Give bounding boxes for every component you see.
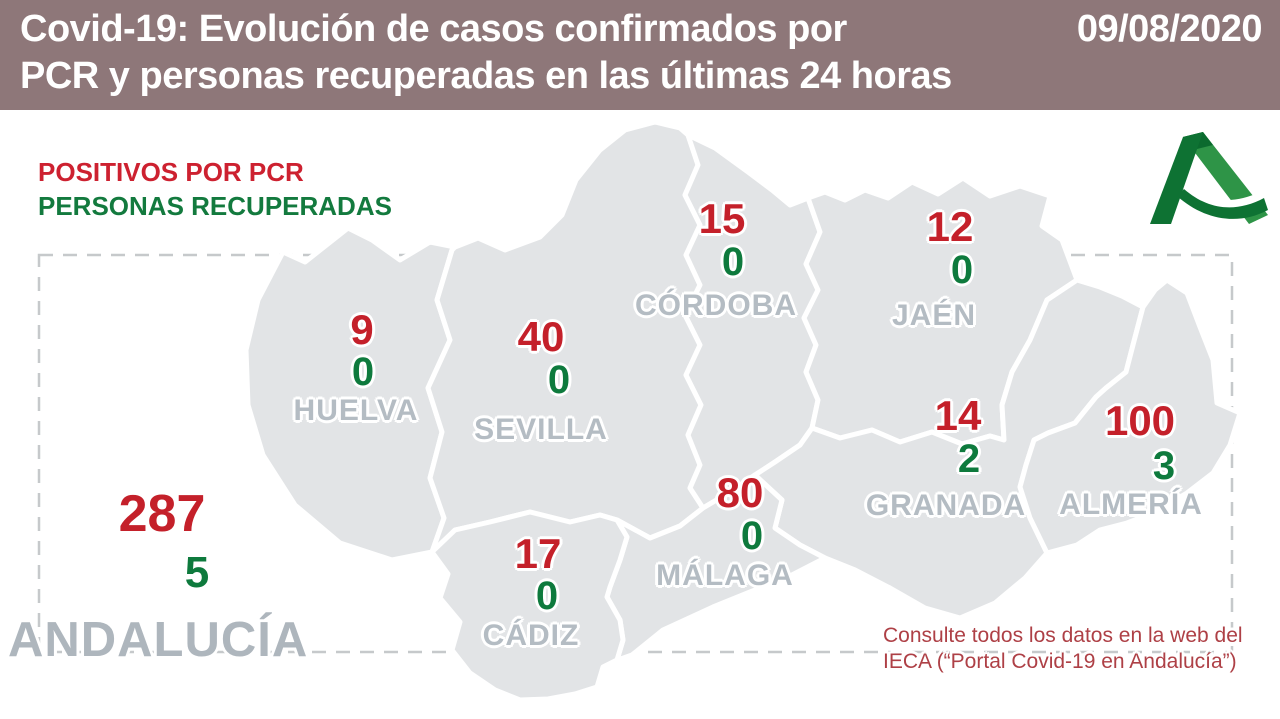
page-title-line1: Covid-19: Evolución de casos confirmados…: [20, 8, 847, 50]
legend: POSITIVOS POR PCR PERSONAS RECUPERADAS: [38, 155, 392, 223]
total-recovered-value: 5: [184, 548, 210, 597]
province-label: HUELVA: [293, 394, 419, 427]
region-name-label: ANDALUCÍA: [8, 613, 309, 667]
positives-value: 17: [514, 530, 562, 577]
page-title: Covid-19: Evolución de casos confirmados…: [20, 6, 952, 100]
province-shape-sevilla: [425, 119, 706, 555]
recovered-value: 0: [721, 240, 745, 284]
legend-recovered-label: PERSONAS RECUPERADAS: [38, 191, 392, 221]
recovered-value: 0: [547, 358, 571, 402]
recovered-value: 2: [957, 437, 981, 481]
province-shape-cadiz: [429, 509, 630, 703]
total-positives-value: 287: [118, 485, 206, 543]
province-label: GRANADA: [865, 489, 1027, 522]
province-label: CÓRDOBA: [635, 289, 797, 322]
positives-value: 14: [934, 392, 982, 439]
province-label: CÁDIZ: [482, 619, 580, 652]
header-bar: Covid-19: Evolución de casos confirmados…: [0, 0, 1280, 110]
recovered-value: 3: [1152, 444, 1176, 488]
positives-value: 15: [698, 195, 746, 242]
positives-value: 80: [716, 469, 764, 516]
recovered-value: 0: [950, 248, 974, 292]
province-label: SEVILLA: [474, 413, 608, 446]
province-label: ALMERÍA: [1059, 488, 1203, 521]
positives-value: 9: [350, 306, 374, 353]
recovered-value: 0: [351, 350, 375, 394]
page-title-line2: PCR y personas recuperadas en las última…: [20, 55, 952, 97]
junta-de-andalucia-logo: [1150, 132, 1268, 229]
report-date: 09/08/2020: [1076, 8, 1263, 50]
province-shape-almeria: [1017, 277, 1243, 556]
recovered-value: 0: [740, 514, 764, 558]
footnote: Consulte todos los datos en la web del I…: [883, 623, 1243, 675]
positives-value: 40: [517, 313, 565, 360]
footnote-line1: Consulte todos los datos en la web del: [883, 624, 1243, 647]
footnote-line2: IECA (“Portal Covid-19 en Andalucía”): [883, 650, 1237, 673]
positives-value: 100: [1104, 397, 1176, 444]
province-label: MÁLAGA: [656, 559, 794, 592]
recovered-value: 0: [535, 574, 559, 618]
logo-a-icon: [1150, 132, 1268, 224]
positives-value: 12: [926, 203, 974, 250]
province-label: JAÉN: [891, 299, 977, 332]
legend-positives-label: POSITIVOS POR PCR: [38, 157, 304, 187]
